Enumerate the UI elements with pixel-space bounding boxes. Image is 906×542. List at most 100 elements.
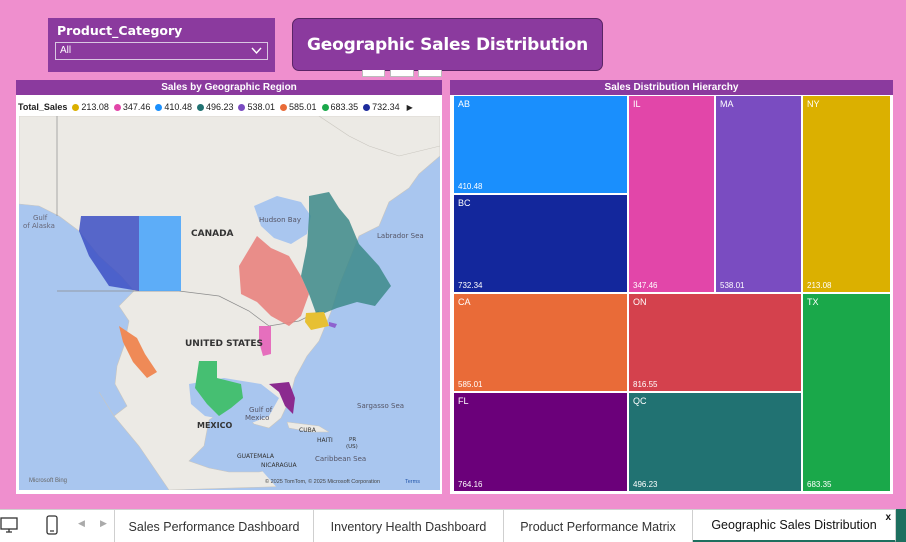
tile-value: 347.46 [633,281,658,290]
legend-item: 410.48 [155,102,192,112]
label-nicaragua: NICARAGUA [261,462,298,469]
legend-dot [238,103,246,111]
region-ca [119,326,157,378]
legend-item: 732.34 [363,102,400,112]
treemap-tile[interactable]: QC 496.23 [628,392,802,492]
hudson-bay-water [254,196,311,244]
map-canvas[interactable]: Gulf of Alaska CANADA Hudson Bay Labrado… [19,116,440,490]
legend-dot [113,103,121,111]
accent-bar [896,509,906,542]
label-hudson-bay: Hudson Bay [259,216,301,224]
tile-value: 764.16 [458,480,483,489]
tab-geographic-sales-distribution[interactable]: Geographic Sales Distribution x [693,510,896,542]
tile-value: 585.01 [458,380,483,389]
region-fl [269,382,295,414]
desktop-view-icon[interactable] [0,516,20,534]
legend-label: Total_Sales [18,102,68,112]
treemap-canvas: AB 410.48 BC 732.34 IL 347.46 MA 538.01 … [453,95,891,492]
legend-dot [321,103,329,111]
treemap-tile[interactable]: ON 816.55 [628,293,802,392]
region-il [259,326,271,356]
filter-icon[interactable] [362,70,385,77]
tile-label: AB [458,99,471,109]
tile-label: FL [458,396,469,406]
map-visual: Sales by Geographic Region Total_Sales 2… [16,80,442,494]
slicer-selected-value: All [60,45,72,56]
region-ab [139,216,181,291]
label-pr: PR [349,437,356,443]
region-tx [195,361,243,416]
tile-value: 410.48 [458,182,483,191]
label-gulf-of-alaska: Gulf [33,214,48,222]
tab-label: Geographic Sales Distribution [711,518,877,532]
tile-value: 213.08 [807,281,832,290]
product-category-dropdown[interactable]: All [55,42,268,60]
tile-value: 538.01 [720,281,745,290]
legend-dot [363,103,371,111]
map-copyright: © 2025 TomTom, © 2025 Microsoft Corporat… [265,478,380,485]
scroll-right-icon[interactable]: ▶ [100,519,107,529]
label-labrador-sea: Labrador Sea [377,232,424,240]
product-category-slicer: Product_Category All [48,18,275,72]
region-ny [305,312,329,330]
treemap-tile[interactable]: MA 538.01 [715,95,802,293]
page-title-box: Geographic Sales Distribution [292,18,603,71]
treemap-tile[interactable]: AB 410.48 [453,95,628,194]
region-on [239,236,309,326]
close-icon[interactable]: x [885,512,891,523]
tab-label: Inventory Health Dashboard [330,519,487,534]
region-qc [301,192,391,316]
label-haiti: HAITI [317,437,333,444]
scroll-left-icon[interactable]: ◀ [78,519,85,529]
legend-dot [196,103,204,111]
map-legend: Total_Sales 213.08 347.46 410.48 496.23 … [18,100,438,114]
treemap-visual: Sales Distribution Hierarchy AB 410.48 B… [450,80,893,494]
tile-value: 816.55 [633,380,658,389]
treemap-tile[interactable]: BC 732.34 [453,194,628,293]
legend-next-arrow-icon[interactable]: ▶ [406,102,413,112]
label-gulf-of-alaska-2: of Alaska [23,222,55,230]
tab-inventory-health-dashboard[interactable]: Inventory Health Dashboard [314,510,504,542]
tab-sales-performance-dashboard[interactable]: Sales Performance Dashboard [114,510,314,542]
label-sargasso-sea: Sargasso Sea [357,402,404,410]
tile-label: TX [807,297,819,307]
tile-label: IL [633,99,641,109]
focus-mode-icon[interactable] [390,70,414,77]
label-cuba: CUBA [299,427,317,434]
tile-label: MA [720,99,734,109]
label-gulf-of-mexico-2: Mexico [245,414,269,422]
map-svg: Gulf of Alaska CANADA Hudson Bay Labrado… [19,116,440,490]
label-gulf-of-mexico: Gulf of [249,406,273,414]
page-title: Geographic Sales Distribution [307,34,588,55]
chevron-down-icon [251,47,262,55]
legend-item: 213.08 [72,102,109,112]
slicer-label: Product_Category [57,23,183,38]
treemap-tile[interactable]: CA 585.01 [453,293,628,392]
tab-product-performance-matrix[interactable]: Product Performance Matrix [504,510,693,542]
tile-value: 496.23 [633,480,658,489]
treemap-tile[interactable]: FL 764.16 [453,392,628,492]
legend-item: 538.01 [238,102,275,112]
tab-label: Product Performance Matrix [520,519,676,534]
label-caribbean-sea: Caribbean Sea [315,455,366,463]
treemap-tile[interactable]: IL 347.46 [628,95,715,293]
tile-value: 683.35 [807,480,832,489]
treemap-tile[interactable]: TX 683.35 [802,293,891,492]
treemap-title: Sales Distribution Hierarchy [450,80,893,95]
more-options-icon[interactable] [418,70,442,77]
map-terms-link[interactable]: Terms [405,479,420,485]
legend-item: 683.35 [321,102,358,112]
mobile-view-icon[interactable] [46,515,58,535]
legend-item: 585.01 [280,102,317,112]
legend-item: 496.23 [196,102,233,112]
bing-logo: Microsoft Bing [29,478,67,484]
legend-dot [72,103,80,111]
label-pr-2: (US) [346,444,358,450]
tile-label: CA [458,297,471,307]
label-canada: CANADA [191,229,234,239]
legend-item: 347.46 [113,102,150,112]
map-title: Sales by Geographic Region [16,80,442,95]
tile-value: 732.34 [458,281,483,290]
region-bc [79,216,139,291]
treemap-tile[interactable]: NY 213.08 [802,95,891,293]
